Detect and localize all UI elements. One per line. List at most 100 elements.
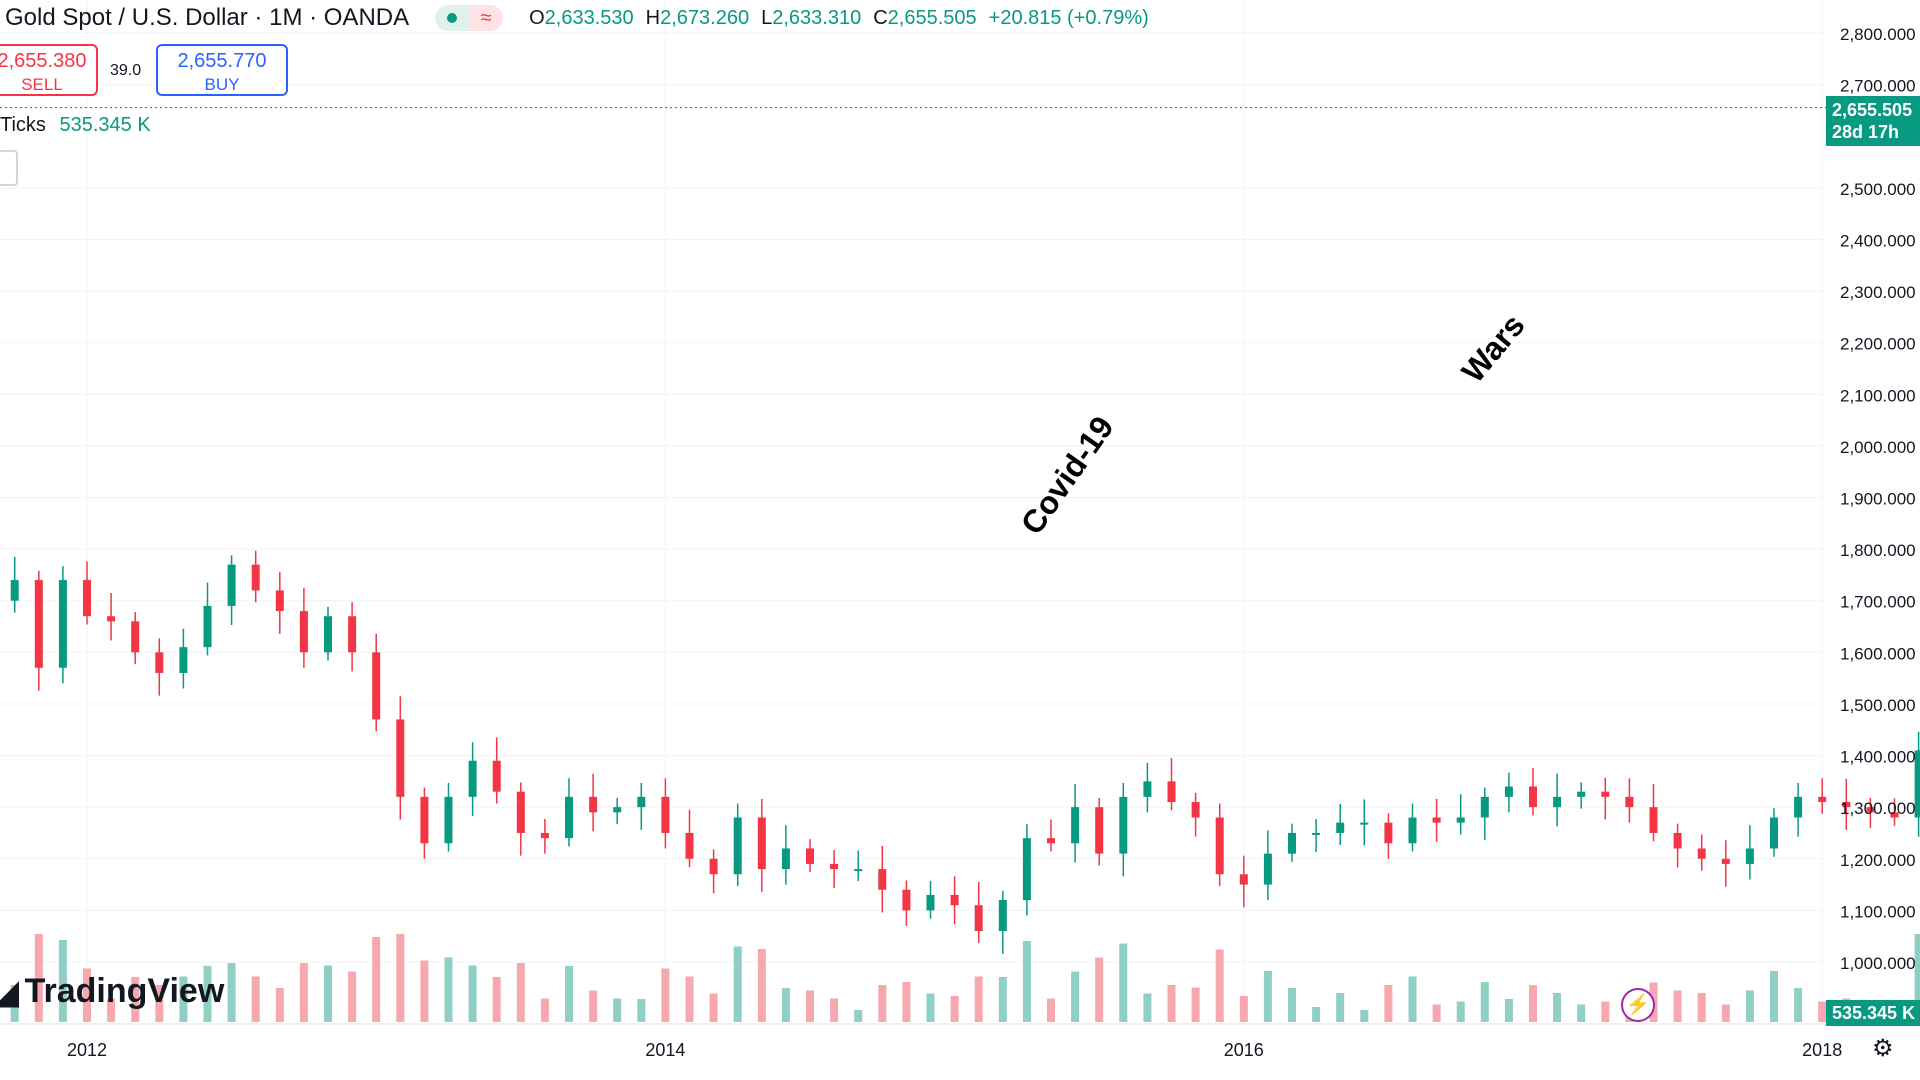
candle-body — [589, 796, 598, 813]
candle-body — [806, 848, 814, 864]
volume-bar — [348, 971, 357, 1022]
status-pills: ≈ — [435, 5, 504, 31]
volume-legend-title: Ticks — [0, 114, 46, 136]
volume-bar — [1047, 998, 1055, 1022]
candle-body — [1336, 822, 1345, 833]
ohlc-close: C2,655.505 — [873, 6, 977, 29]
candle-body — [1673, 832, 1682, 849]
y-tick-label: 1,300.000 — [1840, 799, 1916, 818]
spread-value: 39.0 — [110, 62, 142, 79]
volume-bar — [1504, 999, 1513, 1022]
candle-body — [998, 900, 1007, 932]
y-tick-label: 2,300.000 — [1840, 283, 1916, 302]
tradingview-logo[interactable]: ◢ TradingView — [0, 972, 224, 1011]
candle-body — [227, 564, 236, 606]
candle-body — [1794, 796, 1803, 818]
y-tick-label: 1,800.000 — [1840, 541, 1916, 560]
candle-body — [372, 652, 381, 720]
candle-body — [131, 621, 140, 653]
volume-bar — [1360, 1010, 1369, 1022]
candle-body — [420, 796, 429, 844]
candle-body — [1239, 874, 1248, 885]
collapse-legend-button[interactable] — [0, 150, 18, 186]
candle-body — [565, 796, 573, 839]
y-tick-label: 1,600.000 — [1840, 644, 1916, 663]
volume-bar — [1432, 1004, 1441, 1022]
volume-bar — [806, 990, 814, 1022]
candle-body — [757, 817, 766, 870]
volume-bar — [1312, 1007, 1321, 1022]
candle-body — [10, 580, 19, 601]
candle-body — [854, 869, 863, 872]
volume-legend-value: 535.345 K — [59, 114, 151, 136]
lightning-icon[interactable]: ⚡ — [1621, 988, 1655, 1022]
volume-bar — [709, 993, 718, 1022]
candle-body — [155, 652, 164, 673]
candle-body — [468, 760, 477, 797]
bar-countdown: 28d 17h — [1832, 122, 1900, 142]
candle-body — [637, 796, 646, 808]
volume-bar — [1143, 993, 1152, 1022]
sell-price: 2,655.380 — [0, 50, 87, 72]
volume-bar — [661, 968, 670, 1022]
candle-body — [324, 616, 332, 653]
candle-body — [1601, 791, 1610, 797]
sell-button[interactable]: 2,655.380 SELL — [0, 44, 98, 96]
y-tick-label: 2,500.000 — [1840, 180, 1916, 199]
status-dot-icon[interactable] — [435, 5, 470, 31]
candle-body — [1745, 848, 1754, 864]
volume-legend[interactable]: Ticks 535.345 K — [0, 114, 151, 137]
candle-body — [1022, 838, 1031, 901]
ohlc-change: +20.815 (+0.79%) — [988, 6, 1149, 29]
y-tick-label: 2,000.000 — [1840, 438, 1916, 457]
y-tick-label: 1,200.000 — [1840, 851, 1916, 870]
approx-wave-icon[interactable]: ≈ — [469, 5, 504, 31]
volume-bar — [540, 998, 549, 1022]
y-tick-label: 1,100.000 — [1840, 902, 1916, 921]
volume-bar — [10, 985, 19, 1022]
volume-bar — [131, 977, 140, 1022]
candle-body — [444, 796, 453, 844]
buy-price: 2,655.770 — [177, 50, 267, 72]
candle-body — [1384, 822, 1393, 844]
candle-body — [1312, 832, 1321, 835]
candle-body — [1553, 796, 1562, 808]
x-tick-label: 2014 — [645, 1040, 685, 1060]
candle-body — [1577, 791, 1586, 797]
volume-bar — [203, 966, 212, 1022]
volume-bar — [444, 957, 453, 1022]
candle-body — [1890, 812, 1899, 818]
y-tick-label: 1,900.000 — [1840, 490, 1916, 509]
volume-bar — [34, 934, 43, 1022]
volume-bar — [83, 968, 91, 1022]
volume-bar — [227, 963, 236, 1022]
volume-bar — [1167, 985, 1176, 1022]
volume-bar — [685, 976, 694, 1022]
candle-body — [1818, 796, 1827, 803]
volume-bar — [1071, 971, 1080, 1022]
volume-bar — [1288, 988, 1296, 1022]
volume-bar — [926, 993, 935, 1022]
candle-body — [83, 580, 91, 617]
volume-bar — [1263, 971, 1272, 1022]
candle-body — [1191, 802, 1200, 818]
volume-bar — [830, 998, 839, 1022]
sell-label: SELL — [21, 75, 63, 94]
volume-bar — [1553, 993, 1562, 1022]
settings-gear-icon[interactable]: ⚙ — [1872, 1035, 1894, 1062]
candle-body — [1432, 817, 1441, 823]
symbol-title[interactable]: Gold Spot / U.S. Dollar · 1M · OANDA — [5, 4, 410, 31]
volume-bar — [1191, 987, 1200, 1022]
volume-bar — [1408, 976, 1417, 1022]
buy-button[interactable]: 2,655.770 BUY — [156, 44, 288, 96]
candle-body — [275, 590, 284, 612]
volume-bar — [613, 998, 622, 1022]
chart-header: Gold Spot / U.S. Dollar · 1M · OANDA ≈ O… — [0, 0, 1149, 36]
volume-bar — [1480, 982, 1489, 1022]
volume-bar — [902, 982, 911, 1022]
volume-bar — [492, 977, 501, 1022]
y-tick-label: 1,700.000 — [1840, 593, 1916, 612]
volume-bar — [1770, 971, 1778, 1022]
volume-bar — [1119, 943, 1128, 1022]
